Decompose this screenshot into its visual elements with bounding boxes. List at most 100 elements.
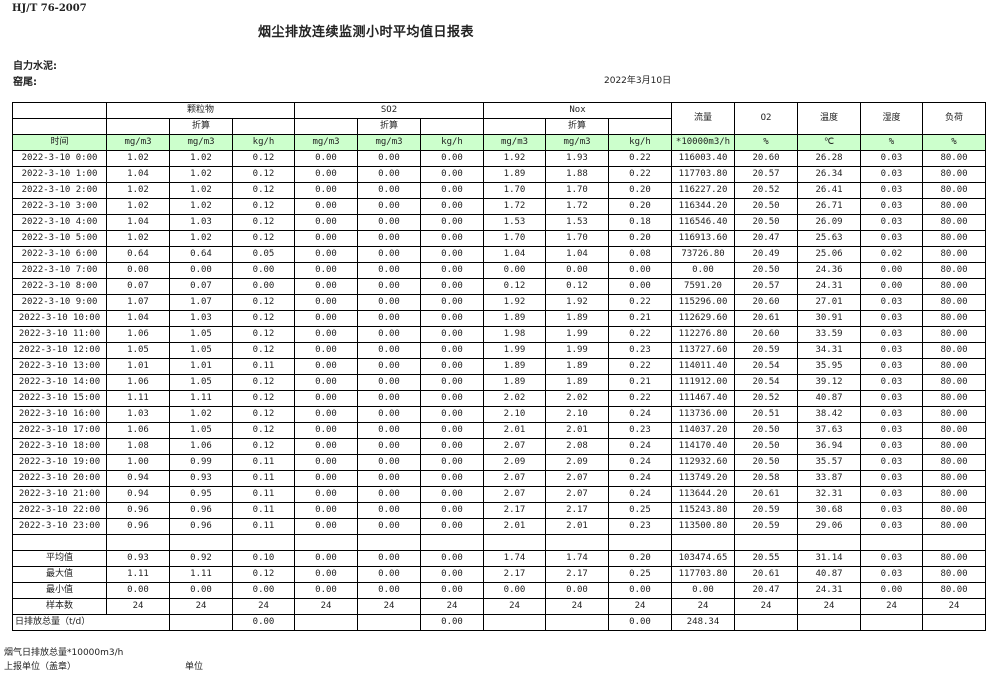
value-cell: 80.00 [922, 166, 986, 183]
stats-row: 最大值 1.11 1.11 0.12 0.00 0.00 0.00 2.17 2.17 0.25 1… [12, 566, 986, 583]
value-cell: 20.50 [734, 214, 798, 231]
value-cell: 20.49 [734, 246, 798, 263]
value-cell: 0.12 [545, 278, 609, 295]
value-cell: 20.57 [734, 278, 798, 295]
value-cell: 1.99 [545, 342, 609, 359]
group-nox: Nox [483, 102, 672, 119]
value-cell: 80.00 [922, 470, 986, 487]
value-cell: 116913.60 [671, 230, 735, 247]
value-cell: 0.18 [608, 214, 672, 231]
value-cell: 0.12 [232, 406, 295, 423]
value-cell: 0.96 [169, 518, 233, 535]
time-cell: 2022-3-10 11:00 [12, 326, 107, 343]
value-cell: 1.05 [169, 422, 233, 439]
value-cell: 0.03 [860, 294, 923, 311]
value-cell: 0.24 [608, 454, 672, 471]
time-cell: 2022-3-10 16:00 [12, 406, 107, 423]
value-cell: 0.00 [357, 374, 421, 391]
stat-value: 24 [294, 598, 358, 615]
time-cell: 2022-3-10 17:00 [12, 422, 107, 439]
value-cell: 20.50 [734, 262, 798, 279]
value-cell: 0.02 [860, 246, 923, 263]
time-cell: 2022-3-10 22:00 [12, 502, 107, 519]
value-cell: 1.92 [545, 294, 609, 311]
group-pm: 颗粒物 [106, 102, 295, 119]
value-cell: 2.17 [545, 502, 609, 519]
value-cell: 113727.60 [671, 342, 735, 359]
value-cell: 0.12 [232, 230, 295, 247]
stat-value: 0.00 [545, 582, 609, 599]
value-cell: 116546.40 [671, 214, 735, 231]
value-cell: 117703.80 [671, 166, 735, 183]
time-cell: 2022-3-10 4:00 [12, 214, 107, 231]
value-cell: 0.22 [608, 294, 672, 311]
empty-cell [922, 534, 986, 551]
value-cell: 0.03 [860, 486, 923, 503]
stat-value: 80.00 [922, 550, 986, 567]
stat-value: 0.00 [294, 566, 358, 583]
value-cell: 2.09 [483, 454, 546, 471]
value-cell: 0.00 [294, 166, 358, 183]
value-cell: 80.00 [922, 342, 986, 359]
value-cell: 0.11 [232, 454, 295, 471]
value-cell: 80.00 [922, 374, 986, 391]
value-cell: 1.70 [545, 230, 609, 247]
group-header-row: 颗粒物 SO2 Nox 流量 O2 温度 湿度 负荷 [12, 102, 986, 135]
empty-cell [12, 534, 107, 551]
value-cell: 0.00 [294, 502, 358, 519]
value-cell: 0.00 [294, 342, 358, 359]
value-cell: 0.00 [357, 438, 421, 455]
stat-value: 0.00 [420, 550, 484, 567]
value-cell: 2.17 [483, 502, 546, 519]
value-cell: 20.50 [734, 198, 798, 215]
time-cell: 2022-3-10 9:00 [12, 294, 107, 311]
value-cell: 0.00 [545, 262, 609, 279]
time-cell: 2022-3-10 10:00 [12, 310, 107, 327]
value-cell: 2.07 [483, 438, 546, 455]
standard-code: HJ/T 76-2007 [12, 3, 87, 14]
table-row: 2022-3-10 20:00 0.94 0.93 0.11 0.00 0.00 0.00 2… [12, 470, 986, 487]
value-cell: 0.12 [232, 166, 295, 183]
stat-value: 24 [608, 598, 672, 615]
stat-value: 0.25 [608, 566, 672, 583]
value-cell: 80.00 [922, 230, 986, 247]
unit-cell: mg/m3 [294, 134, 358, 151]
stat-label: 样本数 [12, 598, 107, 615]
value-cell: 116003.40 [671, 150, 735, 167]
value-cell: 26.28 [797, 150, 861, 167]
value-cell: 1.89 [483, 358, 546, 375]
value-cell: 0.00 [294, 326, 358, 343]
empty-cell [232, 534, 295, 551]
value-cell: 0.24 [608, 406, 672, 423]
total-value [483, 614, 546, 631]
value-cell: 0.03 [860, 454, 923, 471]
value-cell: 0.93 [169, 470, 233, 487]
time-cell: 2022-3-10 0:00 [12, 150, 107, 167]
value-cell: 0.22 [608, 358, 672, 375]
value-cell: 1.89 [545, 358, 609, 375]
value-cell: 1.88 [545, 166, 609, 183]
unit-cell: mg/m3 [545, 134, 609, 151]
value-cell: 0.00 [420, 166, 484, 183]
value-cell: 20.54 [734, 374, 798, 391]
value-cell: 0.03 [860, 326, 923, 343]
table-row: 2022-3-10 4:00 1.04 1.03 0.12 0.00 0.00 0.00 1.… [12, 214, 986, 231]
value-cell: 1.53 [483, 214, 546, 231]
empty-cell [734, 534, 798, 551]
value-cell: 80.00 [922, 150, 986, 167]
value-cell: 0.03 [860, 358, 923, 375]
value-cell: 80.00 [922, 310, 986, 327]
stat-value: 24 [545, 598, 609, 615]
value-cell: 0.96 [106, 502, 170, 519]
total-value [860, 614, 923, 631]
total-value: 0.00 [420, 614, 484, 631]
value-cell: 114011.40 [671, 358, 735, 375]
empty-cell [232, 118, 295, 135]
value-cell: 25.06 [797, 246, 861, 263]
stat-value: 0.00 [483, 582, 546, 599]
value-cell: 1.02 [106, 198, 170, 215]
stat-value: 24 [671, 598, 735, 615]
stat-value: 24 [734, 598, 798, 615]
value-cell: 24.36 [797, 262, 861, 279]
value-cell: 1.11 [106, 390, 170, 407]
